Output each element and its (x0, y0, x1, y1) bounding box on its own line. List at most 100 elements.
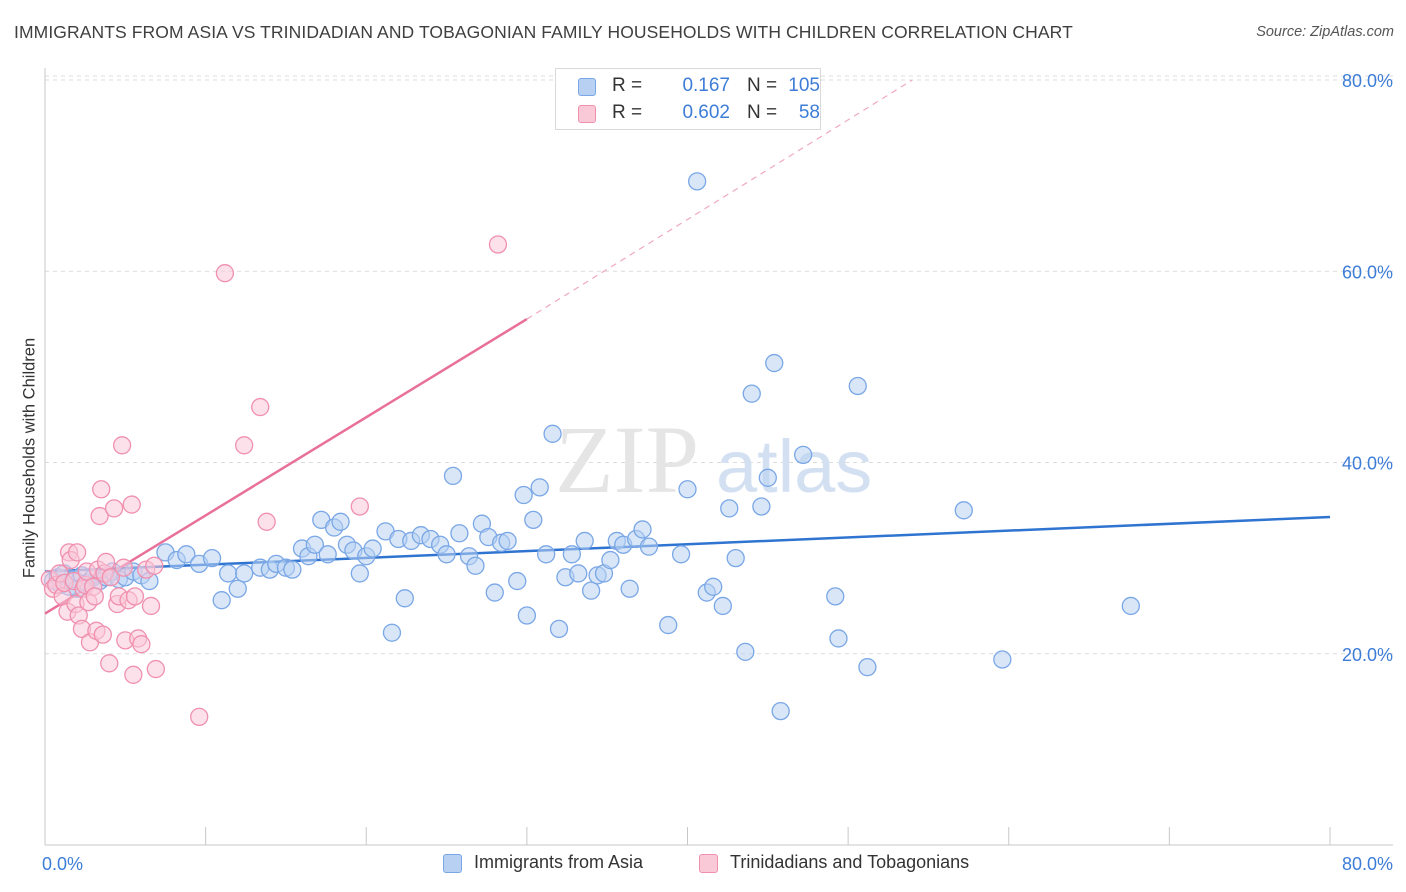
point-asia (228, 579, 247, 598)
point-trinidad (125, 587, 145, 606)
point-trinidad (122, 495, 141, 514)
point-asia (235, 564, 254, 583)
point-asia (562, 545, 581, 564)
watermark-zip: ZIP (555, 406, 699, 513)
point-trinidad (92, 480, 111, 499)
point-asia (202, 548, 222, 568)
point-asia (726, 548, 745, 568)
point-asia (569, 564, 588, 583)
point-asia (395, 589, 414, 608)
point-trinidad (141, 596, 161, 616)
stats-legend: R = 0.167 N = 105 R = 0.602 N = 58 (555, 68, 821, 130)
point-asia (687, 172, 707, 191)
series-legend-label-trinidad: Trinidadians and Tobagonians (730, 852, 970, 872)
series-trinidad-points (40, 235, 508, 727)
point-asia (794, 445, 813, 465)
legend-n-value: 105 (788, 75, 820, 96)
point-asia (659, 615, 678, 635)
point-asia (848, 376, 867, 396)
point-asia (771, 701, 790, 721)
point-asia (305, 535, 325, 554)
point-trinidad (146, 659, 165, 679)
point-asia (858, 657, 877, 677)
watermark: ZIP atlas (555, 406, 872, 513)
point-trinidad (251, 397, 270, 417)
point-trinidad (96, 552, 116, 572)
point-trinidad (100, 654, 119, 673)
point-trinidad (145, 556, 164, 575)
point-asia (826, 587, 845, 606)
point-asia (517, 606, 537, 625)
point-asia (639, 537, 659, 556)
legend-swatch-trinidad (578, 105, 596, 123)
point-asia (466, 556, 485, 575)
y-tick-label: 60.0% (1342, 262, 1393, 282)
axes (44, 68, 1393, 846)
point-asia (765, 353, 784, 373)
watermark-atlas: atlas (716, 425, 872, 508)
point-trinidad (257, 512, 276, 531)
point-trinidad (90, 506, 109, 526)
point-trinidad (104, 499, 124, 518)
point-asia (382, 623, 402, 642)
y-tick-label: 40.0% (1342, 454, 1393, 474)
chart-title: IMMIGRANTS FROM ASIA VS TRINIDADIAN AND … (14, 22, 1073, 42)
point-asia (601, 550, 620, 570)
point-trinidad (112, 436, 132, 455)
point-asia (537, 545, 556, 564)
point-trinidad (67, 543, 87, 562)
point-asia (331, 512, 350, 531)
series-legend-swatch-asia (443, 854, 462, 873)
point-trinidad (488, 235, 508, 254)
point-asia (758, 468, 777, 487)
point-asia (514, 485, 533, 505)
point-asia (218, 564, 238, 583)
point-asia (752, 497, 771, 516)
point-asia (318, 545, 337, 564)
series-legend-label-asia: Immigrants from Asia (474, 852, 644, 872)
point-trinidad (124, 665, 143, 684)
point-asia (363, 539, 382, 558)
trend-line-trinidad-extension (526, 79, 913, 320)
point-asia (742, 384, 761, 403)
legend-r-label: R = (612, 102, 643, 123)
point-asia (1121, 596, 1140, 616)
point-asia (954, 501, 973, 520)
legend-n-label: N = (747, 102, 778, 123)
point-asia (485, 583, 504, 602)
point-trinidad (190, 707, 209, 727)
data-points (40, 172, 1140, 727)
point-asia (736, 642, 755, 661)
legend-r-value: 0.602 (682, 102, 730, 123)
point-trinidad (101, 568, 121, 587)
point-trinidad (85, 587, 104, 606)
point-asia (581, 581, 601, 600)
legend-swatch-asia (578, 78, 596, 96)
point-asia (177, 545, 196, 564)
point-asia (620, 579, 639, 598)
point-asia (437, 545, 456, 564)
point-asia (498, 531, 517, 551)
source-label: Source: ZipAtlas.com (1256, 24, 1394, 40)
point-asia (283, 560, 302, 579)
y-axis-label: Family Households with Children (20, 337, 39, 579)
point-asia (704, 577, 723, 596)
point-asia (633, 520, 652, 539)
point-asia (678, 480, 697, 499)
point-asia (671, 545, 691, 564)
x-tick-label: 0.0% (42, 854, 83, 874)
tick-labels: 20.0% 40.0% 60.0% 80.0% 0.0% 80.0% (42, 71, 1393, 874)
point-asia (450, 524, 469, 543)
point-asia (350, 564, 369, 583)
point-asia (508, 571, 527, 591)
legend-n-value: 58 (798, 102, 820, 123)
point-asia (530, 478, 549, 497)
series-legend: Immigrants from Asia Trinidadians and To… (0, 852, 1406, 876)
legend-r-label: R = (612, 75, 643, 96)
point-asia (212, 591, 231, 610)
y-tick-label: 20.0% (1342, 645, 1393, 665)
point-asia (524, 510, 543, 530)
x-tick-label: 80.0% (1342, 854, 1393, 874)
point-asia (443, 466, 463, 486)
